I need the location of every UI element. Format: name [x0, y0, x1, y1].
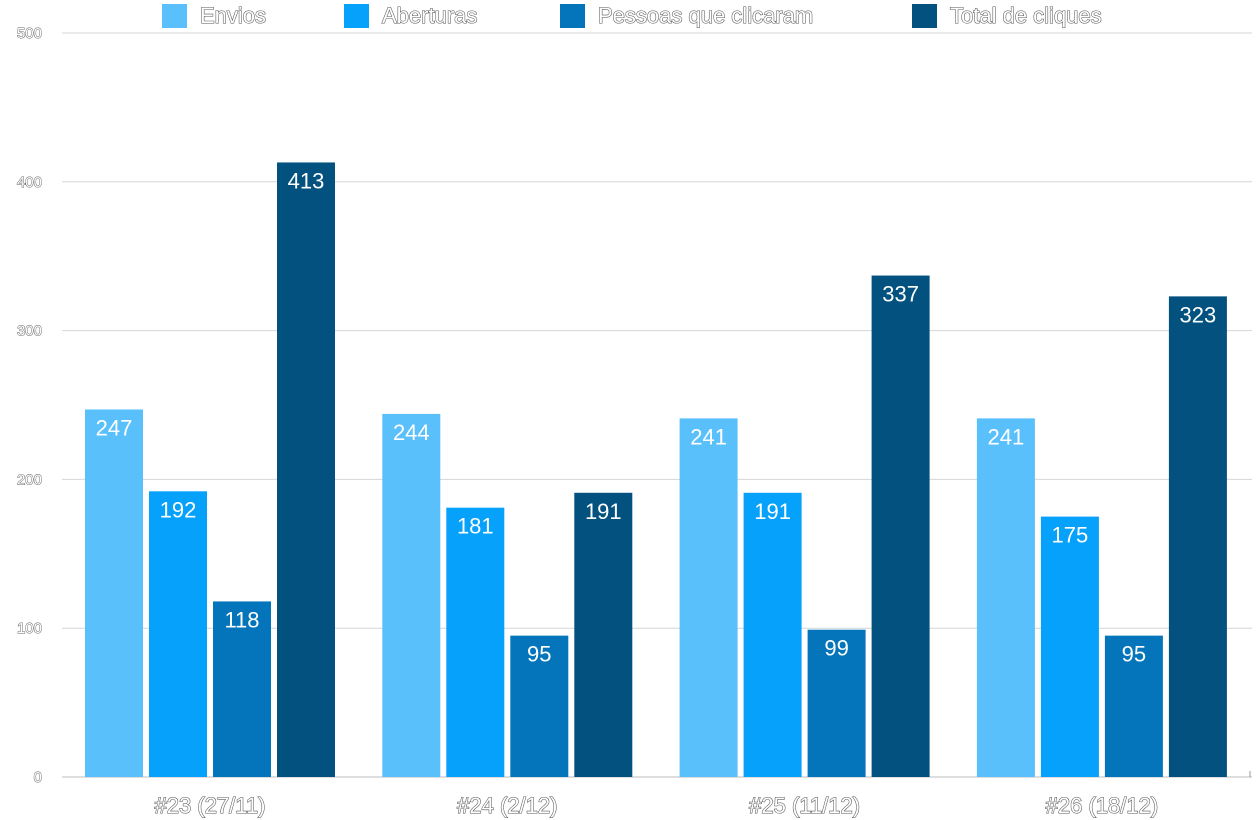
bar-aberturas	[446, 507, 505, 777]
data-label: 244	[393, 420, 430, 445]
legend-label: Aberturas	[382, 3, 477, 28]
data-label: 191	[754, 499, 791, 524]
data-label: 95	[1122, 642, 1146, 667]
x-category-label: #23 (27/11)	[155, 793, 266, 818]
bar-total-de-cliques	[277, 162, 335, 777]
y-tick-label: 100	[17, 620, 42, 637]
bar-envios	[679, 418, 738, 777]
x-category-label: #24 (2/12)	[457, 793, 557, 818]
data-label: 241	[988, 424, 1025, 449]
data-label: 192	[160, 497, 197, 522]
legend: Envios Aberturas Pessoas que clicaram Total…	[162, 2, 1102, 29]
y-tick-label: 400	[17, 174, 42, 191]
bar-pessoas-que-clicaram	[510, 635, 569, 777]
bar-aberturas	[1040, 516, 1099, 777]
data-label: 118	[224, 607, 259, 632]
x-axis-categories: #23 (27/11) #24 (2/12) #25 (11/12) #26 (18/…	[154, 792, 1159, 818]
bar-envios	[976, 418, 1035, 777]
data-label: 413	[288, 168, 325, 193]
bar-aberturas	[149, 491, 207, 777]
bar-total-de-cliques	[871, 275, 930, 777]
bar-total-de-cliques	[1168, 296, 1227, 777]
data-label: 181	[457, 514, 494, 539]
legend-label: Pessoas que clicaram	[598, 3, 813, 28]
data-label: 99	[824, 636, 848, 661]
data-label: 247	[96, 415, 133, 440]
data-label: 95	[527, 642, 551, 667]
legend-swatch	[560, 4, 585, 28]
bar-aberturas	[743, 492, 802, 777]
data-label: 323	[1180, 302, 1217, 327]
y-tick-label: 500	[17, 25, 42, 42]
bar-envios	[85, 409, 143, 777]
x-category-label: #26 (18/12)	[1046, 793, 1159, 818]
y-axis-ticks: 0 100 200 300 400 500	[16, 25, 42, 787]
y-tick-label: 200	[17, 471, 42, 488]
y-tick-label: 0	[34, 769, 42, 786]
data-label: 191	[585, 499, 622, 524]
data-label: 175	[1052, 523, 1089, 548]
bar-pessoas-que-clicaram	[807, 629, 866, 777]
data-labels: 247 192 118 413 244 181 95 191 241 191 99 337 241 175…	[96, 168, 1217, 666]
bar-total-de-cliques	[574, 492, 633, 777]
bar-pessoas-que-clicaram	[1104, 635, 1163, 777]
bar-pessoas-que-clicaram	[213, 601, 271, 777]
bar-envios	[382, 413, 441, 777]
legend-swatch	[344, 4, 369, 28]
bars	[85, 162, 1227, 777]
data-label: 241	[690, 424, 727, 449]
legend-swatch	[162, 4, 187, 28]
data-label: 337	[882, 282, 919, 307]
y-tick-label: 300	[17, 323, 42, 340]
x-category-label: #25 (11/12)	[749, 793, 860, 818]
legend-label: Total de cliques	[950, 3, 1102, 28]
legend-swatch	[912, 4, 937, 28]
legend-label: Envios	[200, 3, 266, 28]
